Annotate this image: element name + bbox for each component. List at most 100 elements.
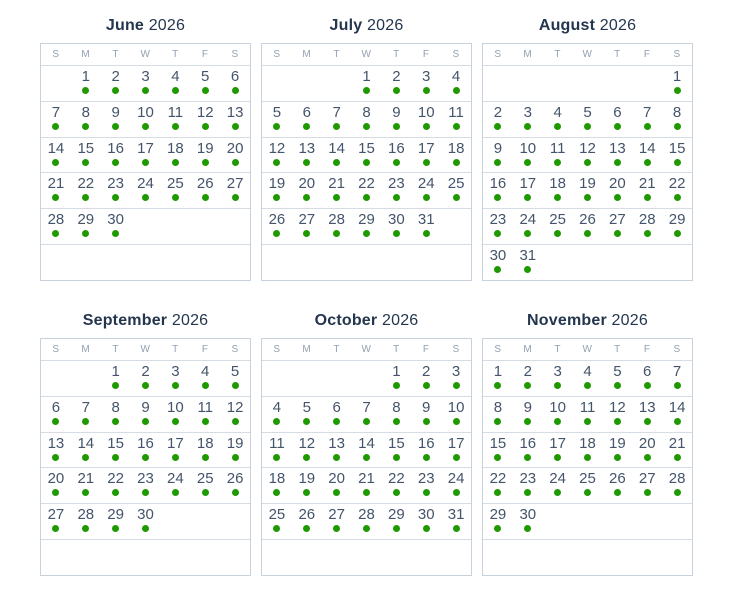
- day-cell[interactable]: 2: [411, 361, 441, 396]
- day-cell[interactable]: 24: [543, 468, 573, 503]
- day-cell[interactable]: 4: [573, 361, 603, 396]
- day-cell[interactable]: 5: [602, 361, 632, 396]
- day-cell[interactable]: 25: [441, 173, 471, 208]
- day-cell[interactable]: 25: [573, 468, 603, 503]
- day-cell[interactable]: 22: [71, 173, 101, 208]
- day-cell[interactable]: 13: [322, 433, 352, 468]
- day-cell[interactable]: 14: [41, 138, 71, 173]
- day-cell[interactable]: 20: [220, 138, 250, 173]
- day-cell[interactable]: 30: [411, 504, 441, 539]
- day-cell[interactable]: 27: [632, 468, 662, 503]
- day-cell[interactable]: 24: [131, 173, 161, 208]
- day-cell[interactable]: 15: [352, 138, 382, 173]
- day-cell[interactable]: 27: [292, 209, 322, 244]
- day-cell[interactable]: 13: [292, 138, 322, 173]
- day-cell[interactable]: 18: [441, 138, 471, 173]
- day-cell[interactable]: 2: [131, 361, 161, 396]
- day-cell[interactable]: 12: [262, 138, 292, 173]
- day-cell[interactable]: 3: [160, 361, 190, 396]
- day-cell[interactable]: 27: [220, 173, 250, 208]
- day-cell[interactable]: 29: [381, 504, 411, 539]
- day-cell[interactable]: 27: [322, 504, 352, 539]
- day-cell[interactable]: 11: [441, 102, 471, 137]
- day-cell[interactable]: 10: [543, 397, 573, 432]
- day-cell[interactable]: 31: [513, 245, 543, 280]
- day-cell[interactable]: 17: [160, 433, 190, 468]
- day-cell[interactable]: 23: [513, 468, 543, 503]
- day-cell[interactable]: 3: [441, 361, 471, 396]
- day-cell[interactable]: 11: [160, 102, 190, 137]
- day-cell[interactable]: 16: [483, 173, 513, 208]
- day-cell[interactable]: 5: [292, 397, 322, 432]
- day-cell[interactable]: 25: [160, 173, 190, 208]
- day-cell[interactable]: 30: [513, 504, 543, 539]
- day-cell[interactable]: 6: [41, 397, 71, 432]
- day-cell[interactable]: 19: [602, 433, 632, 468]
- day-cell[interactable]: 11: [573, 397, 603, 432]
- day-cell[interactable]: 14: [71, 433, 101, 468]
- day-cell[interactable]: 22: [101, 468, 131, 503]
- day-cell[interactable]: 16: [513, 433, 543, 468]
- day-cell[interactable]: 1: [662, 66, 692, 101]
- day-cell[interactable]: 19: [292, 468, 322, 503]
- day-cell[interactable]: 2: [513, 361, 543, 396]
- day-cell[interactable]: 18: [543, 173, 573, 208]
- day-cell[interactable]: 4: [262, 397, 292, 432]
- day-cell[interactable]: 3: [513, 102, 543, 137]
- day-cell[interactable]: 27: [602, 209, 632, 244]
- day-cell[interactable]: 10: [160, 397, 190, 432]
- day-cell[interactable]: 11: [262, 433, 292, 468]
- day-cell[interactable]: 9: [381, 102, 411, 137]
- day-cell[interactable]: 21: [632, 173, 662, 208]
- day-cell[interactable]: 29: [71, 209, 101, 244]
- day-cell[interactable]: 5: [262, 102, 292, 137]
- day-cell[interactable]: 31: [441, 504, 471, 539]
- day-cell[interactable]: 28: [632, 209, 662, 244]
- day-cell[interactable]: 6: [632, 361, 662, 396]
- day-cell[interactable]: 28: [41, 209, 71, 244]
- day-cell[interactable]: 1: [352, 66, 382, 101]
- day-cell[interactable]: 28: [71, 504, 101, 539]
- day-cell[interactable]: 21: [71, 468, 101, 503]
- day-cell[interactable]: 26: [262, 209, 292, 244]
- day-cell[interactable]: 19: [190, 138, 220, 173]
- day-cell[interactable]: 18: [190, 433, 220, 468]
- day-cell[interactable]: 13: [602, 138, 632, 173]
- day-cell[interactable]: 2: [101, 66, 131, 101]
- day-cell[interactable]: 1: [381, 361, 411, 396]
- day-cell[interactable]: 10: [441, 397, 471, 432]
- day-cell[interactable]: 7: [71, 397, 101, 432]
- day-cell[interactable]: 15: [101, 433, 131, 468]
- day-cell[interactable]: 13: [220, 102, 250, 137]
- day-cell[interactable]: 25: [543, 209, 573, 244]
- day-cell[interactable]: 7: [41, 102, 71, 137]
- day-cell[interactable]: 14: [352, 433, 382, 468]
- day-cell[interactable]: 24: [411, 173, 441, 208]
- day-cell[interactable]: 3: [411, 66, 441, 101]
- day-cell[interactable]: 12: [602, 397, 632, 432]
- day-cell[interactable]: 8: [381, 397, 411, 432]
- day-cell[interactable]: 24: [513, 209, 543, 244]
- day-cell[interactable]: 23: [101, 173, 131, 208]
- day-cell[interactable]: 16: [101, 138, 131, 173]
- day-cell[interactable]: 13: [41, 433, 71, 468]
- day-cell[interactable]: 15: [483, 433, 513, 468]
- day-cell[interactable]: 21: [662, 433, 692, 468]
- day-cell[interactable]: 13: [632, 397, 662, 432]
- day-cell[interactable]: 26: [573, 209, 603, 244]
- day-cell[interactable]: 29: [483, 504, 513, 539]
- day-cell[interactable]: 5: [220, 361, 250, 396]
- day-cell[interactable]: 9: [131, 397, 161, 432]
- day-cell[interactable]: 12: [220, 397, 250, 432]
- day-cell[interactable]: 16: [131, 433, 161, 468]
- day-cell[interactable]: 20: [602, 173, 632, 208]
- day-cell[interactable]: 20: [41, 468, 71, 503]
- day-cell[interactable]: 18: [160, 138, 190, 173]
- day-cell[interactable]: 3: [543, 361, 573, 396]
- day-cell[interactable]: 8: [101, 397, 131, 432]
- day-cell[interactable]: 26: [602, 468, 632, 503]
- day-cell[interactable]: 10: [513, 138, 543, 173]
- day-cell[interactable]: 5: [573, 102, 603, 137]
- day-cell[interactable]: 30: [131, 504, 161, 539]
- day-cell[interactable]: 19: [262, 173, 292, 208]
